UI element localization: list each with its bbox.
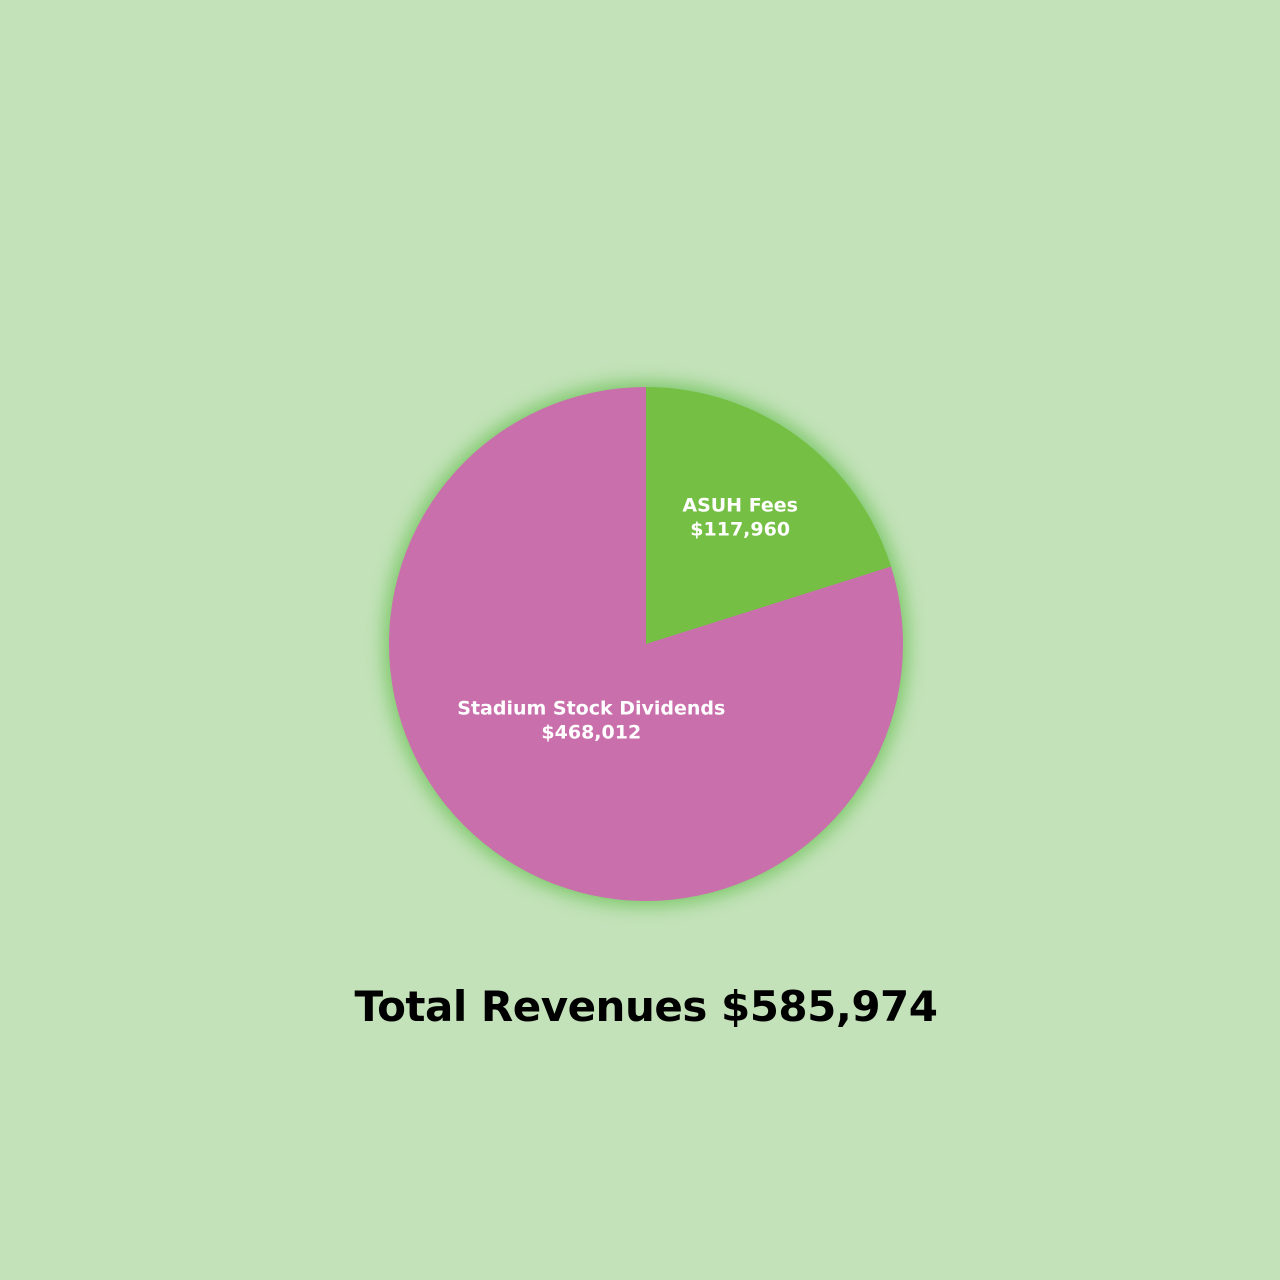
pie-slice-asuh-fees xyxy=(646,387,892,644)
pie-slice-stadium-stock-dividends xyxy=(389,387,904,902)
slice-name: Stadium Stock Dividends xyxy=(457,698,725,720)
slice-label-stadium-stock-dividends: Stadium Stock Dividends $468,012 xyxy=(457,698,725,744)
total-value: $585,974 xyxy=(720,982,938,1031)
slice-value: $117,960 xyxy=(690,518,790,540)
slice-value: $468,012 xyxy=(541,722,641,744)
total-label: Total Revenues xyxy=(354,982,708,1031)
slice-label-asuh-fees: ASUH Fees $117,960 xyxy=(682,494,798,540)
slice-name: ASUH Fees xyxy=(682,494,798,516)
total-revenues: Total Revenues $585,974 xyxy=(0,982,1280,1031)
